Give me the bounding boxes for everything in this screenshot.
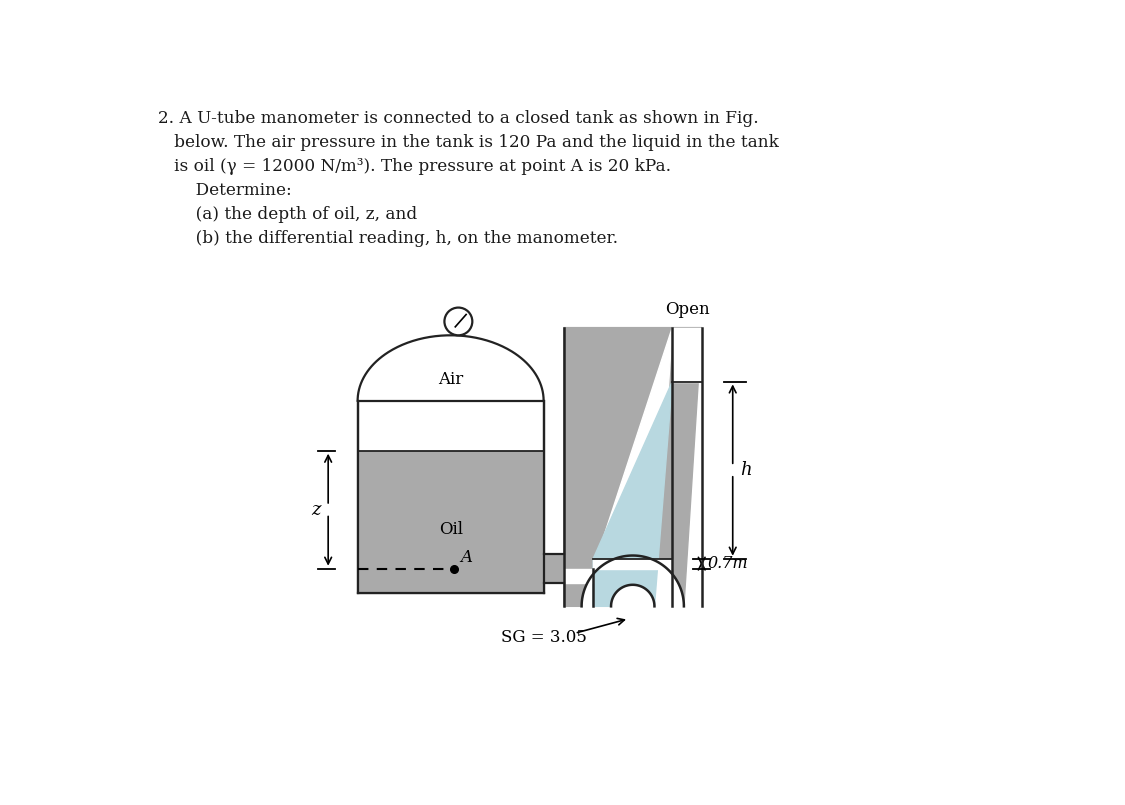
Text: Open: Open xyxy=(665,301,710,318)
Polygon shape xyxy=(564,568,593,584)
Text: A: A xyxy=(460,548,471,566)
Text: Oil: Oil xyxy=(439,521,462,538)
Polygon shape xyxy=(543,554,564,584)
Text: 0.7m: 0.7m xyxy=(708,555,748,572)
Text: z: z xyxy=(310,501,321,518)
Polygon shape xyxy=(673,328,702,382)
Text: 2. A U-tube manometer is connected to a closed tank as shown in Fig.
   below. T: 2. A U-tube manometer is connected to a … xyxy=(158,109,778,247)
Bar xyxy=(358,401,543,593)
Polygon shape xyxy=(593,559,673,568)
Text: h: h xyxy=(740,461,753,479)
Text: Air: Air xyxy=(438,370,463,388)
Polygon shape xyxy=(593,382,673,606)
Polygon shape xyxy=(593,328,673,606)
Polygon shape xyxy=(564,328,702,606)
Polygon shape xyxy=(358,336,543,401)
Bar xyxy=(359,451,543,592)
Text: SG = 3.05: SG = 3.05 xyxy=(501,630,587,646)
Circle shape xyxy=(444,308,472,336)
